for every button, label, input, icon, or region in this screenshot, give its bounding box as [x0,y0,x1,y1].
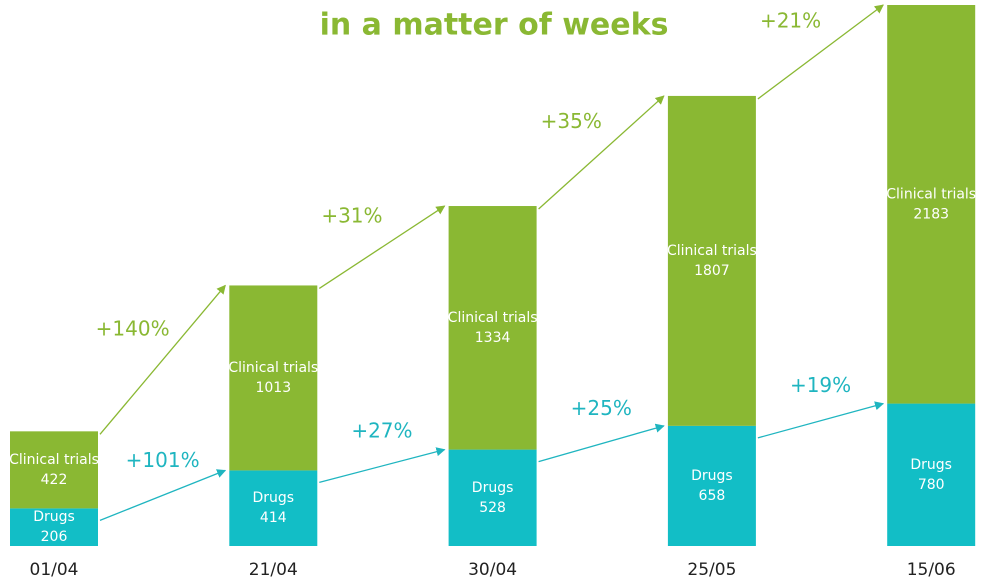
growth-arrow [757,4,884,100]
segment-value: 528 [479,500,506,516]
x-tick-label: 25/05 [687,560,736,580]
bar-segment [887,5,976,404]
x-tick-label: 21/04 [249,560,298,580]
segment-name: Drugs [472,480,514,496]
segment-name: Drugs [910,457,952,473]
x-tick-label: 01/04 [30,560,79,580]
segment-name: Clinical trials [228,360,318,376]
bar-segment [667,425,756,546]
bar-segment [10,508,98,546]
growth-label: +35% [541,109,602,133]
bar-segment [448,206,537,450]
segment-value: 206 [41,529,68,545]
growth-arrow [538,423,665,463]
growth-label: +140% [96,316,170,340]
segment-value: 1013 [255,380,291,396]
growth-label: +19% [790,373,851,397]
growth-arrow [318,205,446,289]
bar-segment [10,431,98,509]
growth-label: +25% [571,396,632,420]
segment-name: Clinical trials [667,243,757,259]
segment-value: 1807 [694,263,730,279]
x-tick-label: 15/06 [907,560,956,580]
segment-value: 422 [41,472,68,488]
segment-value: 1334 [475,330,511,346]
bar-segment [229,285,318,471]
segment-name: Clinical trials [9,452,99,468]
segment-value: 2183 [913,206,949,222]
growth-arrow [99,284,226,435]
growth-label: +101% [126,448,200,472]
segment-value: 658 [699,488,726,504]
growth-arrow [538,95,665,210]
growth-arrow [319,447,446,484]
chart-title: in a matter of weeks [320,8,669,43]
growth-label: +21% [760,8,821,32]
segment-name: Clinical trials [886,186,976,202]
x-tick-label: 30/04 [468,560,517,580]
segment-name: Drugs [33,509,75,525]
bar-segment [887,403,976,546]
growth-arrow [757,401,885,439]
bar-segment [448,449,537,546]
segment-name: Clinical trials [448,310,538,326]
segment-name: Drugs [253,490,295,506]
growth-label: +27% [351,419,412,443]
bar-segment [229,470,318,546]
segment-value: 780 [918,477,945,493]
segment-name: Drugs [691,468,733,484]
growth-label: +31% [321,204,382,228]
segment-value: 414 [260,510,287,526]
growth-arrow [99,469,227,521]
bar-segment [667,95,756,426]
